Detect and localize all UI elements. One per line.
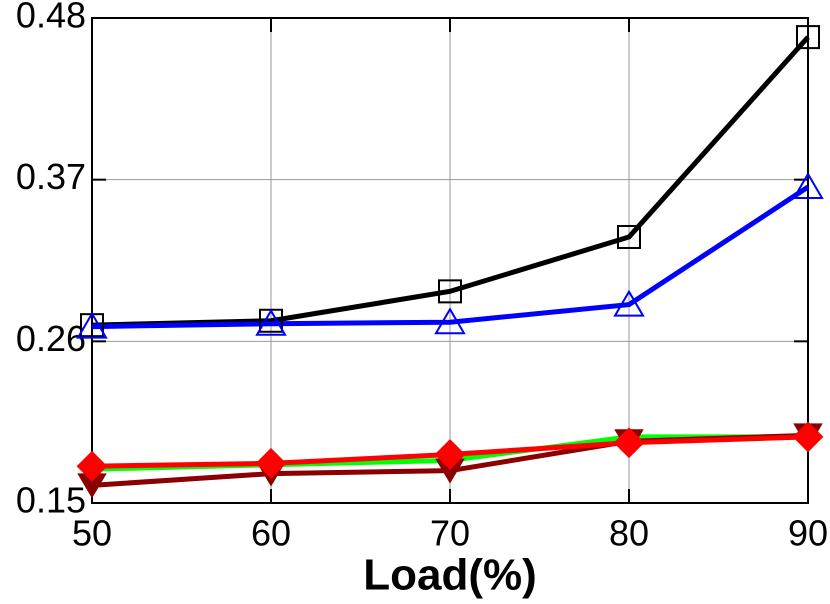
marker [76, 311, 108, 339]
marker [796, 25, 820, 50]
y-tick-label: 0.26 [16, 318, 86, 359]
plot-frame [91, 17, 809, 504]
x-tick-label: 50 [72, 513, 112, 554]
marker [255, 308, 287, 336]
x-tick-label: 60 [251, 513, 291, 554]
marker [792, 172, 824, 200]
marker [434, 439, 466, 470]
marker [255, 447, 287, 479]
marker [792, 421, 824, 453]
y-tick-label: 0.37 [16, 156, 86, 197]
x-tick-label: 70 [430, 513, 470, 554]
marker [617, 224, 641, 249]
marker [438, 279, 462, 304]
x-axis-label: Load(%) [363, 551, 537, 600]
y-tick-label: 0.15 [16, 480, 86, 521]
marker [613, 289, 645, 317]
x-tick-label: 80 [609, 513, 649, 554]
marker [434, 307, 466, 335]
marker [613, 427, 645, 459]
series-line [91, 184, 810, 330]
y-tick-label: 0.48 [16, 0, 86, 36]
x-tick-label: 90 [788, 513, 828, 554]
marker [76, 450, 108, 482]
